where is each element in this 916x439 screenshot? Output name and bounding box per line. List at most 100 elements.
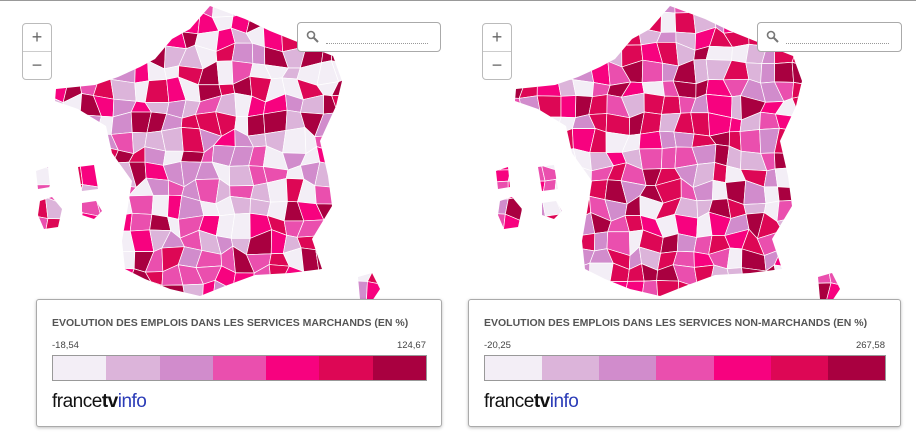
department bbox=[496, 268, 508, 288]
department bbox=[541, 195, 563, 217]
department bbox=[43, 218, 67, 240]
department bbox=[78, 65, 99, 82]
department bbox=[790, 115, 814, 136]
department bbox=[773, 264, 797, 287]
department bbox=[827, 76, 840, 101]
zoom-out-button[interactable]: − bbox=[23, 51, 51, 79]
department bbox=[300, 6, 325, 15]
department bbox=[399, 94, 423, 117]
department bbox=[504, 111, 525, 138]
department bbox=[315, 231, 341, 252]
department bbox=[95, 183, 117, 204]
department bbox=[364, 213, 380, 238]
legend-max: 124,67 bbox=[396, 340, 426, 351]
department bbox=[62, 161, 84, 187]
department bbox=[811, 93, 829, 117]
search-box[interactable] bbox=[757, 22, 902, 52]
department bbox=[77, 233, 100, 256]
legend-min: -18,54 bbox=[52, 340, 79, 351]
department bbox=[403, 110, 423, 136]
department bbox=[523, 6, 545, 14]
department bbox=[692, 6, 716, 13]
department bbox=[496, 126, 506, 154]
department bbox=[496, 146, 512, 171]
department bbox=[560, 95, 577, 119]
department bbox=[862, 1, 883, 12]
zoom-in-button[interactable]: + bbox=[491, 27, 503, 47]
department bbox=[833, 6, 840, 17]
department bbox=[113, 45, 136, 65]
department bbox=[553, 234, 576, 248]
legend: EVOLUTION DES EMPLOIS DANS LES SERVICES … bbox=[36, 299, 442, 427]
department bbox=[400, 168, 423, 182]
department bbox=[520, 233, 540, 255]
department bbox=[572, 59, 595, 83]
color-swatch bbox=[827, 356, 885, 380]
department bbox=[884, 234, 903, 247]
department bbox=[364, 150, 380, 168]
department bbox=[589, 14, 614, 31]
department bbox=[337, 134, 356, 154]
department bbox=[421, 238, 443, 255]
department bbox=[825, 115, 840, 135]
department bbox=[524, 46, 541, 68]
department bbox=[629, 6, 648, 18]
department bbox=[496, 212, 506, 234]
department bbox=[353, 114, 376, 138]
department bbox=[367, 127, 380, 153]
department bbox=[95, 161, 114, 189]
zoom-out-button[interactable]: − bbox=[483, 51, 511, 79]
department bbox=[315, 249, 340, 272]
department bbox=[812, 213, 835, 233]
department bbox=[830, 161, 840, 185]
department bbox=[589, 44, 609, 62]
department bbox=[68, 148, 83, 166]
department bbox=[791, 81, 817, 99]
department bbox=[877, 79, 903, 97]
department bbox=[263, 6, 289, 16]
department bbox=[829, 61, 840, 82]
department bbox=[712, 162, 728, 184]
department bbox=[67, 6, 84, 17]
department bbox=[43, 232, 67, 253]
department bbox=[844, 62, 868, 80]
department bbox=[36, 267, 50, 288]
department bbox=[263, 109, 288, 135]
department bbox=[98, 262, 120, 290]
zoom-in-button[interactable]: + bbox=[31, 27, 43, 47]
department bbox=[809, 134, 836, 152]
brand-info: info bbox=[117, 391, 147, 412]
department bbox=[810, 247, 829, 272]
department bbox=[604, 25, 623, 53]
department bbox=[348, 201, 373, 223]
department bbox=[266, 178, 288, 203]
search-box[interactable] bbox=[297, 22, 441, 52]
department bbox=[151, 194, 170, 218]
department bbox=[860, 267, 882, 285]
department bbox=[351, 280, 368, 301]
department bbox=[45, 196, 67, 220]
department bbox=[811, 6, 835, 17]
department bbox=[558, 41, 579, 61]
department bbox=[589, 262, 614, 290]
department bbox=[416, 215, 442, 239]
department bbox=[132, 44, 152, 62]
department bbox=[79, 246, 100, 273]
legend: EVOLUTION DES EMPLOIS DANS LES SERVICES … bbox=[468, 299, 901, 427]
department bbox=[336, 164, 351, 189]
department bbox=[781, 230, 797, 252]
department bbox=[93, 10, 117, 36]
department bbox=[673, 6, 697, 14]
color-swatch bbox=[212, 356, 267, 380]
department bbox=[348, 230, 369, 257]
department bbox=[882, 246, 903, 271]
department bbox=[36, 232, 45, 252]
department bbox=[793, 148, 812, 168]
department bbox=[496, 180, 509, 201]
department bbox=[387, 146, 404, 168]
department bbox=[36, 128, 45, 149]
department bbox=[524, 25, 540, 52]
department bbox=[536, 6, 561, 18]
department bbox=[507, 164, 527, 183]
department bbox=[367, 253, 380, 274]
